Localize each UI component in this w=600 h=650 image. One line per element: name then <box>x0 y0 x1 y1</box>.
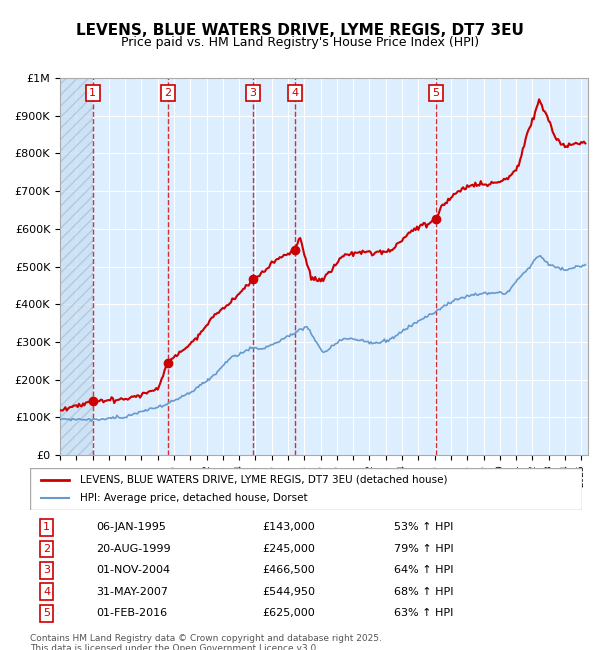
Text: £245,000: £245,000 <box>262 544 315 554</box>
Text: 5: 5 <box>433 88 440 98</box>
Text: 1: 1 <box>89 88 96 98</box>
Text: 1: 1 <box>43 523 50 532</box>
Text: 63% ↑ HPI: 63% ↑ HPI <box>394 608 454 618</box>
Bar <box>60 78 93 455</box>
Text: 06-JAN-1995: 06-JAN-1995 <box>96 523 166 532</box>
Text: 79% ↑ HPI: 79% ↑ HPI <box>394 544 454 554</box>
Text: 3: 3 <box>43 566 50 575</box>
Text: LEVENS, BLUE WATERS DRIVE, LYME REGIS, DT7 3EU (detached house): LEVENS, BLUE WATERS DRIVE, LYME REGIS, D… <box>80 475 447 485</box>
Text: £544,950: £544,950 <box>262 587 315 597</box>
Text: 5: 5 <box>43 608 50 618</box>
Text: £625,000: £625,000 <box>262 608 314 618</box>
Text: £466,500: £466,500 <box>262 566 314 575</box>
Text: 3: 3 <box>249 88 256 98</box>
Text: 53% ↑ HPI: 53% ↑ HPI <box>394 523 454 532</box>
Text: £143,000: £143,000 <box>262 523 314 532</box>
Text: 20-AUG-1999: 20-AUG-1999 <box>96 544 171 554</box>
Text: 2: 2 <box>164 88 172 98</box>
Text: 01-NOV-2004: 01-NOV-2004 <box>96 566 170 575</box>
Text: Price paid vs. HM Land Registry's House Price Index (HPI): Price paid vs. HM Land Registry's House … <box>121 36 479 49</box>
FancyBboxPatch shape <box>30 468 582 510</box>
Text: 31-MAY-2007: 31-MAY-2007 <box>96 587 168 597</box>
Text: HPI: Average price, detached house, Dorset: HPI: Average price, detached house, Dors… <box>80 493 307 503</box>
Text: LEVENS, BLUE WATERS DRIVE, LYME REGIS, DT7 3EU: LEVENS, BLUE WATERS DRIVE, LYME REGIS, D… <box>76 23 524 38</box>
Text: 4: 4 <box>291 88 298 98</box>
Text: 2: 2 <box>43 544 50 554</box>
Text: Contains HM Land Registry data © Crown copyright and database right 2025.
This d: Contains HM Land Registry data © Crown c… <box>30 634 382 650</box>
Text: 01-FEB-2016: 01-FEB-2016 <box>96 608 167 618</box>
Text: 68% ↑ HPI: 68% ↑ HPI <box>394 587 454 597</box>
Text: 64% ↑ HPI: 64% ↑ HPI <box>394 566 454 575</box>
Text: 4: 4 <box>43 587 50 597</box>
